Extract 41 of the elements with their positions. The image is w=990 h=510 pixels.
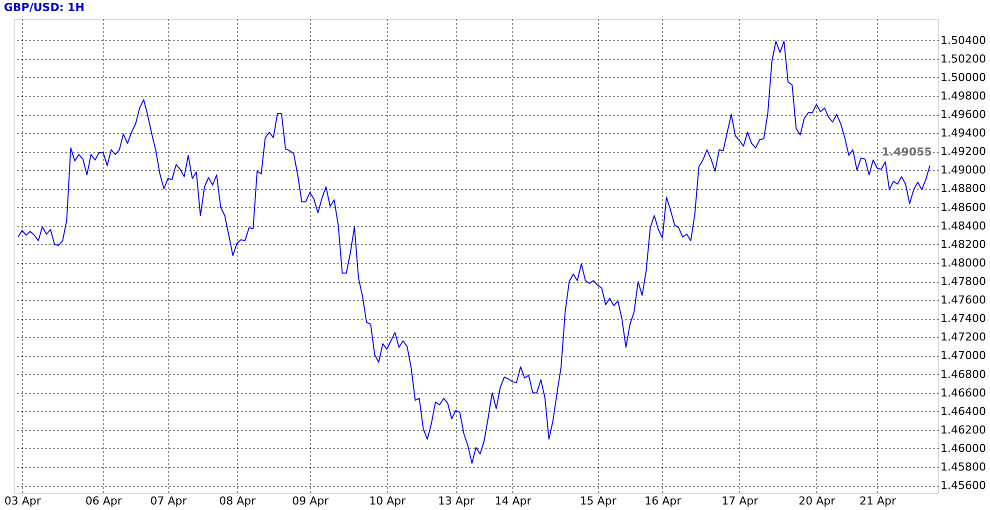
- y-tick-label: 1.49600: [940, 108, 986, 122]
- chart-title: GBP/USD: 1H: [4, 1, 84, 14]
- x-tick-label: 16 Apr: [644, 494, 682, 508]
- x-tick-label: 17 Apr: [722, 494, 759, 508]
- x-tick-label: 20 Apr: [798, 494, 836, 508]
- y-tick-label: 1.48800: [940, 182, 986, 196]
- y-tick-label: 1.46400: [940, 404, 986, 418]
- x-tick-label: 14 Apr: [494, 494, 532, 508]
- y-tick-label: 1.49800: [940, 89, 986, 102]
- y-tick-label: 1.47600: [940, 294, 986, 307]
- y-tick-label: 1.48200: [940, 238, 986, 251]
- x-tick-label: 21 Apr: [859, 494, 896, 508]
- y-tick-label: 1.50200: [940, 52, 986, 66]
- x-tick-label: 08 Apr: [219, 494, 256, 508]
- y-tick-label: 1.47000: [940, 349, 986, 362]
- y-tick-label: 1.47800: [940, 275, 986, 288]
- y-tick-label: 1.46600: [940, 386, 986, 400]
- y-tick-label: 1.49000: [940, 164, 986, 177]
- y-tick-label: 1.45800: [940, 460, 986, 474]
- x-tick-label: 10 Apr: [369, 494, 406, 508]
- x-tick-label: 09 Apr: [292, 494, 330, 508]
- x-tick-label: 13 Apr: [438, 494, 475, 508]
- annotation: 1.49055: [882, 146, 932, 159]
- y-tick-label: 1.49400: [940, 126, 986, 140]
- x-tick-label: 07 Apr: [150, 494, 188, 508]
- x-tick-label: 15 Apr: [580, 494, 617, 508]
- y-tick-label: 1.45600: [940, 479, 986, 492]
- line-series: [18, 40, 930, 464]
- y-tick-label: 1.49200: [940, 145, 986, 158]
- y-tick-label: 1.48000: [940, 256, 986, 270]
- y-tick-label: 1.48600: [940, 200, 986, 214]
- y-tick-label: 1.46200: [940, 423, 986, 436]
- y-tick-label: 1.50400: [940, 34, 986, 47]
- y-tick-label: 1.48400: [940, 219, 986, 232]
- y-tick-label: 1.50000: [940, 70, 986, 84]
- y-tick-label: 1.46000: [940, 442, 986, 455]
- x-tick-label: 06 Apr: [85, 494, 122, 508]
- y-tick-label: 1.46800: [940, 368, 986, 381]
- y-tick-label: 1.47200: [940, 330, 986, 344]
- y-tick-label: 1.47400: [940, 312, 986, 326]
- x-tick-label: 03 Apr: [4, 494, 42, 508]
